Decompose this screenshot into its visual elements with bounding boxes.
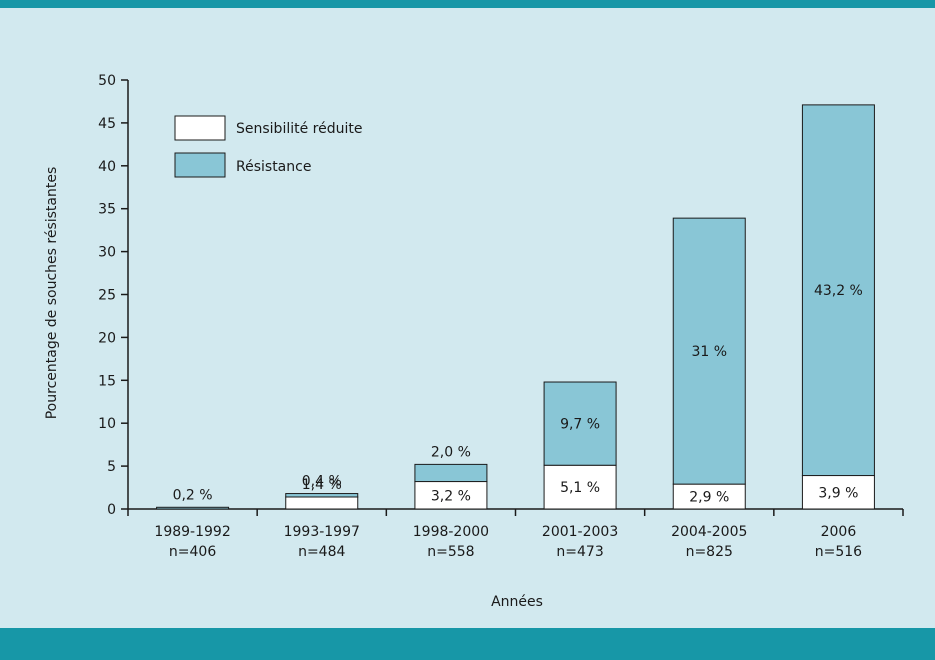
bar-segment-resistance [801, 104, 875, 477]
bottom-band [0, 628, 935, 660]
bar-segment-reduced [285, 496, 359, 510]
bar-chart: Sensibilité réduite Résistance Pourcenta… [44, 73, 904, 610]
data-label-resistance: 9,7 % [560, 417, 600, 433]
y-tick-label: 40 [98, 159, 116, 175]
bar-segment-resistance [156, 506, 230, 510]
data-label-reduced: 3,2 % [431, 488, 471, 504]
data-label-reduced: 2,9 % [689, 490, 729, 506]
y-tick-label: 25 [98, 288, 116, 304]
data-label-resistance: 0,4 % [302, 474, 342, 490]
data-label-reduced: 3,9 % [818, 485, 858, 501]
x-tick-label-period: 2006 [821, 524, 857, 540]
data-label-resistance: 2,0 % [431, 444, 471, 460]
x-tick-label-period: 1993-1997 [284, 524, 360, 540]
x-tick-label-period: 2004-2005 [671, 524, 747, 540]
bar-segment-reduced [543, 464, 617, 510]
y-tick-label: 35 [98, 202, 116, 218]
data-label-resistance: 0,2 % [173, 487, 213, 503]
x-tick-label-count: n=516 [815, 544, 862, 560]
x-tick-label-count: n=473 [556, 544, 603, 560]
x-tick-label-period: 1989-1992 [154, 524, 230, 540]
y-tick-label: 45 [98, 116, 116, 132]
bar-segment-reduced [414, 481, 488, 510]
legend-swatch-reduced [174, 115, 226, 141]
y-tick-label: 5 [107, 459, 116, 475]
top-band [0, 0, 935, 8]
x-tick-label-count: n=825 [686, 544, 733, 560]
x-tick-label-period: 1998-2000 [413, 524, 489, 540]
data-label-reduced: 5,1 % [560, 480, 600, 496]
data-label-reduced: 1,4 % [302, 477, 342, 493]
y-tick-label: 30 [98, 245, 116, 261]
bar-segment-reduced [801, 475, 875, 510]
legend: Sensibilité réduite Résistance [174, 115, 362, 178]
legend-swatch-resistance [174, 152, 226, 178]
x-axis-label: Années [491, 594, 543, 610]
x-tick-label-count: n=406 [169, 544, 216, 560]
y-tick-label: 0 [107, 502, 116, 518]
legend-label-reduced: Sensibilité réduite [236, 121, 362, 137]
y-tick-label: 50 [98, 73, 116, 89]
bar-segment-resistance [285, 493, 359, 498]
x-tick-label-count: n=484 [298, 544, 345, 560]
bar-segment-resistance [543, 381, 617, 466]
legend-label-resistance: Résistance [236, 159, 311, 175]
data-label-resistance: 43,2 % [814, 283, 863, 299]
x-tick-label-period: 2001-2003 [542, 524, 618, 540]
y-tick-label: 20 [98, 330, 116, 346]
x-tick-label-count: n=558 [427, 544, 474, 560]
y-tick-label: 10 [98, 416, 116, 432]
y-tick-label: 15 [98, 373, 116, 389]
y-axis-label: Pourcentage de souches résistantes [44, 167, 60, 420]
data-label-resistance: 31 % [691, 344, 727, 360]
bar-segment-resistance [414, 463, 488, 483]
bar-segment-resistance [672, 217, 746, 485]
